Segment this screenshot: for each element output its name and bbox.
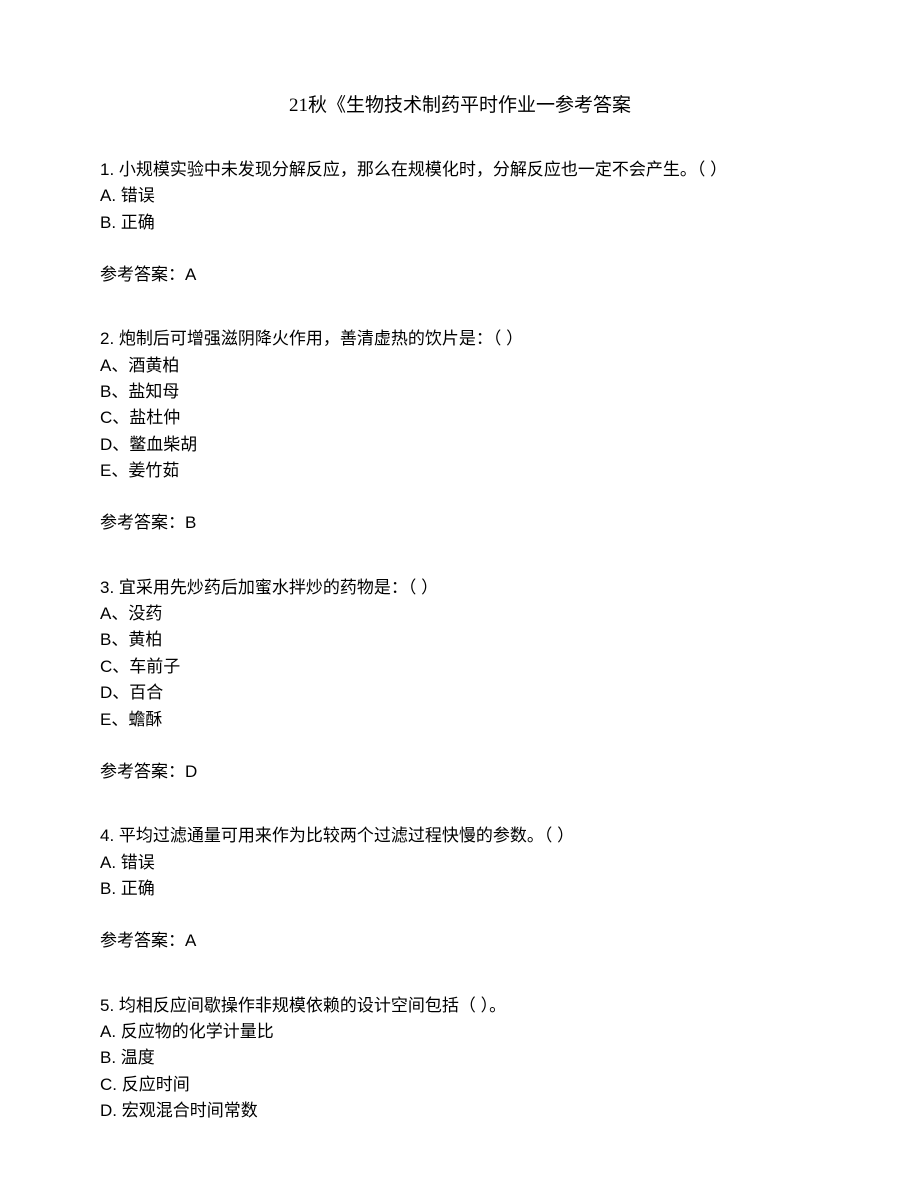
answer: 参考答案：D bbox=[100, 759, 820, 785]
question-body: 平均过滤通量可用来作为比较两个过滤过程快慢的参数。（ ） bbox=[119, 826, 574, 845]
answer: 参考答案：A bbox=[100, 928, 820, 954]
option: A、酒黄柏 bbox=[100, 353, 820, 379]
option: E、姜竹茹 bbox=[100, 458, 820, 484]
option: B、黄柏 bbox=[100, 627, 820, 653]
question-block: 3. 宜采用先炒药后加蜜水拌炒的药物是：（ ） A、没药 B、黄柏 C、车前子 … bbox=[100, 575, 820, 785]
option: C. 反应时间 bbox=[100, 1072, 820, 1098]
option: A. 错误 bbox=[100, 183, 820, 209]
question-body: 均相反应间歇操作非规模依赖的设计空间包括（ ）。 bbox=[119, 996, 506, 1015]
option: B、盐知母 bbox=[100, 379, 820, 405]
question-text: 2. 炮制后可增强滋阴降火作用，善清虚热的饮片是：（ ） bbox=[100, 326, 820, 352]
option: B. 正确 bbox=[100, 876, 820, 902]
option: C、盐杜仲 bbox=[100, 405, 820, 431]
page-title: 21秋《生物技术制药平时作业一参考答案 bbox=[100, 90, 820, 117]
option: D、鳖血柴胡 bbox=[100, 432, 820, 458]
answer: 参考答案：A bbox=[100, 262, 820, 288]
question-text: 3. 宜采用先炒药后加蜜水拌炒的药物是：（ ） bbox=[100, 575, 820, 601]
option: A. 反应物的化学计量比 bbox=[100, 1019, 820, 1045]
option: D、百合 bbox=[100, 680, 820, 706]
option: B. 正确 bbox=[100, 210, 820, 236]
option: B. 温度 bbox=[100, 1045, 820, 1071]
answer: 参考答案：B bbox=[100, 510, 820, 536]
question-number: 2. bbox=[100, 329, 114, 348]
question-block: 5. 均相反应间歇操作非规模依赖的设计空间包括（ ）。 A. 反应物的化学计量比… bbox=[100, 993, 820, 1125]
option: C、车前子 bbox=[100, 654, 820, 680]
question-block: 1. 小规模实验中未发现分解反应，那么在规模化时，分解反应也一定不会产生。（ ）… bbox=[100, 157, 820, 288]
option: D. 宏观混合时间常数 bbox=[100, 1098, 820, 1124]
question-number: 1. bbox=[100, 160, 114, 179]
question-number: 3. bbox=[100, 578, 114, 597]
question-text: 4. 平均过滤通量可用来作为比较两个过滤过程快慢的参数。（ ） bbox=[100, 823, 820, 849]
option: A、没药 bbox=[100, 601, 820, 627]
question-number: 5. bbox=[100, 996, 114, 1015]
question-body: 炮制后可增强滋阴降火作用，善清虚热的饮片是：（ ） bbox=[119, 329, 523, 348]
question-body: 宜采用先炒药后加蜜水拌炒的药物是：（ ） bbox=[119, 578, 438, 597]
option: E、蟾酥 bbox=[100, 707, 820, 733]
question-text: 5. 均相反应间歇操作非规模依赖的设计空间包括（ ）。 bbox=[100, 993, 820, 1019]
question-number: 4. bbox=[100, 826, 114, 845]
question-block: 2. 炮制后可增强滋阴降火作用，善清虚热的饮片是：（ ） A、酒黄柏 B、盐知母… bbox=[100, 326, 820, 536]
option: A. 错误 bbox=[100, 850, 820, 876]
question-text: 1. 小规模实验中未发现分解反应，那么在规模化时，分解反应也一定不会产生。（ ） bbox=[100, 157, 820, 183]
question-body: 小规模实验中未发现分解反应，那么在规模化时，分解反应也一定不会产生。（ ） bbox=[119, 160, 727, 179]
question-block: 4. 平均过滤通量可用来作为比较两个过滤过程快慢的参数。（ ） A. 错误 B.… bbox=[100, 823, 820, 954]
document-page: 21秋《生物技术制药平时作业一参考答案 1. 小规模实验中未发现分解反应，那么在… bbox=[0, 0, 920, 1184]
